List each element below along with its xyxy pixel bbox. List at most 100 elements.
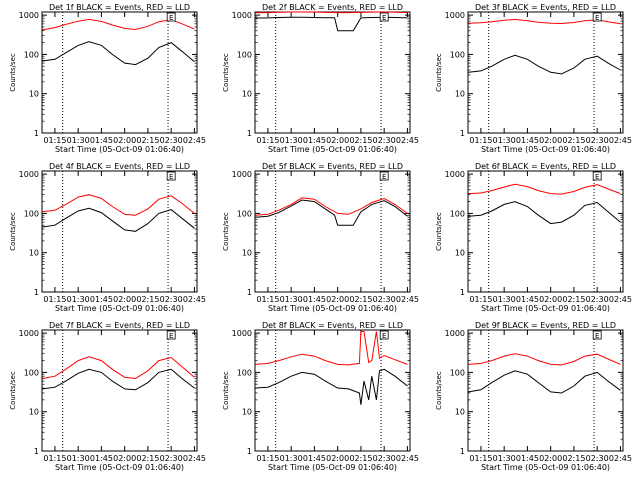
x-tick-label: 01:30	[493, 295, 516, 304]
x-tick-label: 02:15	[136, 136, 159, 145]
y-tick-label: 100	[24, 368, 39, 377]
y-tick-label: 1000	[19, 170, 39, 179]
y-axis-label: Counts/sec	[9, 212, 17, 251]
x-tick-label: 01:15	[256, 136, 279, 145]
y-tick-label: 100	[450, 209, 465, 218]
y-tick-label: 100	[450, 50, 465, 59]
energy-box-label: E	[595, 14, 599, 22]
plot-frame	[467, 329, 624, 452]
plot-frame	[254, 329, 411, 452]
y-tick-label: 10	[455, 90, 465, 99]
y-tick-label: 1	[460, 129, 465, 138]
y-tick-label: 1	[247, 288, 252, 297]
x-tick-label: 02:45	[609, 454, 632, 463]
series-line	[255, 368, 408, 405]
x-tick-label: 01:45	[516, 295, 539, 304]
series-line	[42, 207, 195, 232]
x-axis-label: Start Time (05-Oct-09 01:06:40)	[481, 463, 610, 472]
series-line	[255, 331, 408, 366]
x-tick-label: 01:45	[303, 295, 326, 304]
energy-box-marker	[166, 171, 176, 181]
energy-box-label: E	[595, 332, 599, 340]
x-tick-label: 02:00	[113, 295, 136, 304]
y-tick-label: 1000	[445, 170, 465, 179]
series-line	[42, 356, 195, 380]
x-tick-label: 01:15	[256, 454, 279, 463]
plot-frame	[41, 11, 198, 134]
series-line	[255, 197, 408, 216]
x-tick-label: 02:30	[586, 295, 609, 304]
x-tick-label: 02:00	[326, 295, 349, 304]
series-line	[42, 368, 195, 391]
x-tick-label: 02:15	[349, 295, 372, 304]
chart-title: Det 3f BLACK = Events, RED = LLD	[475, 3, 616, 12]
x-tick-label: 02:45	[609, 136, 632, 145]
y-tick-label: 10	[455, 249, 465, 258]
plot-frame	[254, 170, 411, 293]
energy-box-label: E	[169, 173, 173, 181]
energy-box-marker	[379, 330, 389, 340]
chart-panel: Det 2f BLACK = Events, RED = LLD 1 10 100 10…	[222, 3, 419, 154]
x-tick-label: 02:45	[396, 136, 419, 145]
x-tick-label: 01:30	[280, 454, 303, 463]
x-tick-label: 01:15	[43, 454, 66, 463]
x-tick-label: 02:00	[326, 136, 349, 145]
y-axis-label: Counts/sec	[222, 53, 230, 92]
series-line	[468, 183, 621, 195]
chart-panel: Det 8f BLACK = Events, RED = LLD 1 10 100 10…	[222, 321, 419, 472]
chart-panel: Det 6f BLACK = Events, RED = LLD 1 10 100 10…	[435, 162, 632, 313]
y-tick-label: 10	[242, 249, 252, 258]
x-tick-label: 01:30	[493, 454, 516, 463]
series-line	[468, 370, 621, 394]
energy-box-marker	[592, 171, 602, 181]
x-axis-label: Start Time (05-Oct-09 01:06:40)	[481, 304, 610, 313]
plot-frame	[254, 11, 411, 134]
y-tick-label: 10	[29, 249, 39, 258]
x-tick-label: 02:00	[113, 454, 136, 463]
chart-title: Det 8f BLACK = Events, RED = LLD	[262, 321, 403, 330]
y-tick-label: 1	[34, 288, 39, 297]
y-axis-label: Counts/sec	[435, 212, 443, 251]
y-tick-label: 1	[34, 447, 39, 456]
y-tick-label: 100	[24, 50, 39, 59]
y-tick-label: 10	[242, 90, 252, 99]
x-axis-label: Start Time (05-Oct-09 01:06:40)	[481, 145, 610, 154]
x-tick-label: 01:45	[516, 454, 539, 463]
y-tick-label: 10	[455, 408, 465, 417]
y-axis-label: Counts/sec	[9, 53, 17, 92]
chart-title: Det 7f BLACK = Events, RED = LLD	[49, 321, 190, 330]
x-tick-label: 02:30	[160, 295, 183, 304]
chart-panel: Det 1f BLACK = Events, RED = LLD 1 10 100 10…	[9, 3, 206, 154]
energy-box-marker	[166, 12, 176, 22]
series-line	[255, 16, 408, 32]
plot-frame	[41, 170, 198, 293]
x-axis-label: Start Time (05-Oct-09 01:06:40)	[268, 304, 397, 313]
x-tick-label: 02:00	[113, 136, 136, 145]
y-tick-label: 1000	[19, 329, 39, 338]
series-line	[255, 199, 408, 226]
x-tick-label: 02:45	[183, 136, 206, 145]
y-tick-label: 10	[29, 90, 39, 99]
x-tick-label: 01:30	[67, 295, 90, 304]
energy-box-label: E	[382, 14, 386, 22]
y-tick-label: 100	[450, 368, 465, 377]
series-line	[468, 201, 621, 225]
y-tick-label: 1000	[19, 11, 39, 20]
y-tick-label: 10	[29, 408, 39, 417]
x-tick-label: 02:15	[562, 136, 585, 145]
energy-box-marker	[379, 171, 389, 181]
x-tick-label: 01:30	[493, 136, 516, 145]
y-tick-label: 1000	[445, 11, 465, 20]
x-tick-label: 01:30	[67, 136, 90, 145]
energy-box-label: E	[169, 14, 173, 22]
x-tick-label: 02:15	[136, 295, 159, 304]
energy-box-marker	[166, 330, 176, 340]
x-tick-label: 02:30	[373, 454, 396, 463]
y-axis-label: Counts/sec	[435, 53, 443, 92]
y-tick-label: 1000	[232, 329, 252, 338]
y-tick-label: 1000	[232, 170, 252, 179]
x-tick-label: 02:30	[586, 454, 609, 463]
x-tick-label: 02:30	[373, 295, 396, 304]
energy-box-marker	[592, 12, 602, 22]
